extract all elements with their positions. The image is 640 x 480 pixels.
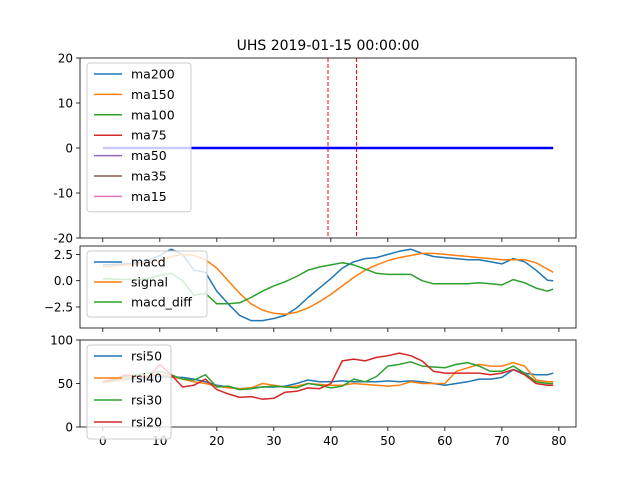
x-tick-label: 60 <box>437 434 452 448</box>
x-tick-label: 70 <box>494 434 509 448</box>
series-line-rsi30 <box>102 361 554 391</box>
legend-box <box>86 62 192 213</box>
y-tick-label: 100 <box>50 334 73 348</box>
legend-label-ma150: ma150 <box>131 87 175 102</box>
chart-title: UHS 2019-01-15 00:00:00 <box>237 38 420 54</box>
y-tick-label: 10 <box>58 97 73 111</box>
legend-label-rsi40: rsi40 <box>131 371 162 386</box>
legend-box <box>86 250 208 318</box>
series-line-rsi20 <box>102 352 554 400</box>
x-tick-label: 0 <box>99 434 107 448</box>
y-tick-label: −2.5 <box>44 300 73 314</box>
legend-label-signal: signal <box>131 275 168 290</box>
y-tick-label: -10 <box>53 187 73 201</box>
legend-label-ma35: ma35 <box>131 169 167 184</box>
legend-label-ma15: ma15 <box>131 189 167 204</box>
axes-frame <box>79 57 577 239</box>
moving-averages-panel: 20 10 0 -10 -20 ma200 ma150 ma100 ma75 ma50 ma35 ma… <box>53 52 577 246</box>
legend-label-rsi50: rsi50 <box>131 349 162 364</box>
legend-label-ma100: ma100 <box>131 107 175 122</box>
axes-frame <box>79 339 577 428</box>
legend-label-rsi20: rsi20 <box>131 415 162 430</box>
legend-label-rsi30: rsi30 <box>131 393 162 408</box>
y-tick-label: 0 <box>65 421 73 435</box>
y-tick-label: 2.5 <box>54 248 73 262</box>
x-tick-label: 50 <box>380 434 395 448</box>
y-tick-label: 0 <box>65 142 73 156</box>
legend-label-ma200: ma200 <box>131 67 175 82</box>
x-tick-label: 30 <box>266 434 281 448</box>
y-tick-label: -20 <box>53 232 73 246</box>
legend-label-macd_diff: macd_diff <box>131 295 192 310</box>
x-tick-label: 20 <box>209 434 224 448</box>
x-tick-label: 40 <box>323 434 338 448</box>
macd-panel: 2.5 0.0 −2.5 macd signal macd_diff <box>44 245 577 332</box>
axes-frame <box>79 245 577 329</box>
legend-box <box>86 344 172 440</box>
x-tick-label: 80 <box>551 434 566 448</box>
legend-label-ma75: ma75 <box>131 128 167 143</box>
legend-label-ma50: ma50 <box>131 148 167 163</box>
y-tick-label: 50 <box>58 377 73 391</box>
y-tick-label: 0.0 <box>54 274 73 288</box>
y-tick-label: 20 <box>58 52 73 66</box>
legend-label-macd: macd <box>131 255 166 270</box>
